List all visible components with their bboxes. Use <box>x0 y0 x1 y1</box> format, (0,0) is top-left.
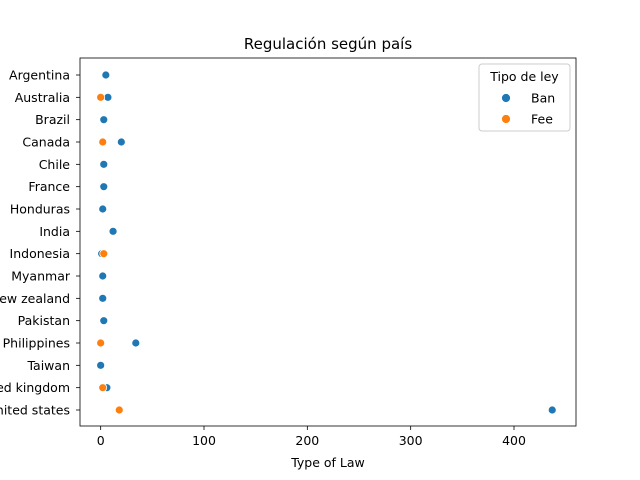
y-tick-label: United states <box>0 403 70 418</box>
data-point <box>114 405 124 415</box>
y-tick-label: Brazil <box>35 112 70 127</box>
y-axis: Argentina Australia Brazil Canada Chile Franc… <box>0 68 80 418</box>
data-point <box>547 405 557 415</box>
y-tick-label: India <box>39 224 70 239</box>
y-tick-label: Indonesia <box>10 246 70 261</box>
data-point <box>99 159 109 169</box>
y-tick-label: Taiwan <box>26 358 70 373</box>
data-point <box>103 92 113 102</box>
legend-label: Fee <box>531 112 553 127</box>
plot-area <box>79 57 577 427</box>
x-axis: 0 100 200 300 400 <box>97 426 526 448</box>
data-point <box>98 137 108 147</box>
chart-title: Regulación según país <box>244 35 412 53</box>
y-tick-label: Philippines <box>3 336 70 351</box>
data-point <box>101 70 111 80</box>
data-point <box>99 182 109 192</box>
data-point <box>98 383 108 393</box>
y-tick-label: Honduras <box>10 202 70 217</box>
y-tick-label: Australia <box>15 90 70 105</box>
legend-marker <box>501 114 511 124</box>
x-tick-label: 200 <box>295 433 319 448</box>
y-tick-label: United kingdom <box>0 380 70 395</box>
data-point <box>99 115 109 125</box>
y-tick-label: Pakistan <box>18 313 70 328</box>
data-point <box>98 293 108 303</box>
legend-label: Ban <box>531 91 555 106</box>
y-tick-label: France <box>28 179 70 194</box>
legend-title: Tipo de ley <box>489 69 559 84</box>
x-tick-label: 300 <box>399 433 423 448</box>
series-fee <box>96 92 124 415</box>
data-point <box>96 360 106 370</box>
y-tick-label: New zealand <box>0 291 70 306</box>
legend: Tipo de ley Ban Fee <box>478 63 571 132</box>
y-tick-label: Argentina <box>9 68 70 83</box>
plot-frame <box>79 57 577 427</box>
data-point <box>99 316 109 326</box>
legend-box <box>478 63 571 132</box>
x-tick-label: 100 <box>192 433 216 448</box>
data-point <box>99 249 109 259</box>
legend-marker <box>501 93 511 103</box>
data-point <box>108 226 118 236</box>
x-tick-label: 400 <box>502 433 526 448</box>
data-point <box>131 338 141 348</box>
y-tick-label: Chile <box>39 157 71 172</box>
x-axis-label: Type of Law <box>290 455 365 470</box>
series-ban <box>96 70 557 415</box>
y-tick-label: Myanmar <box>11 269 71 284</box>
data-point <box>96 338 106 348</box>
data-point <box>116 137 126 147</box>
y-tick-label: Canada <box>22 135 70 150</box>
data-point <box>98 271 108 281</box>
data-point <box>98 204 108 214</box>
data-point <box>96 92 106 102</box>
x-tick-label: 0 <box>97 433 105 448</box>
